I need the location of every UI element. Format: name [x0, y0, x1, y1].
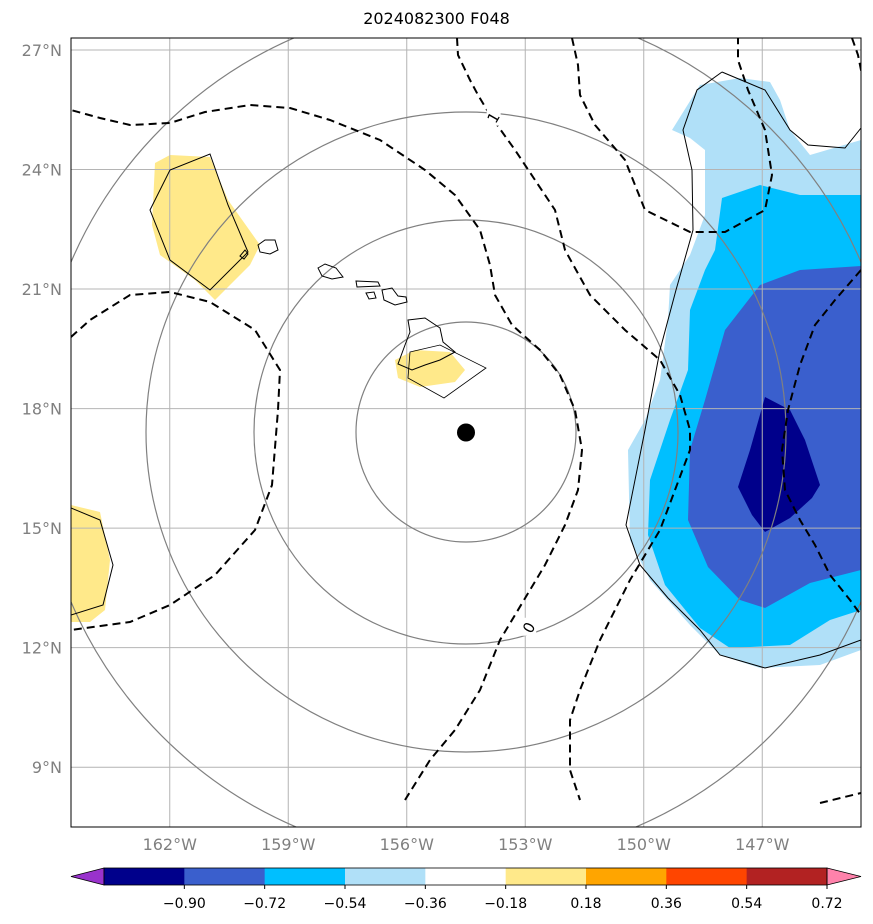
ring-3 — [145, 111, 787, 753]
gridlines — [71, 38, 861, 827]
colorbar-tick-label: 0.18 — [570, 896, 601, 912]
colorbar-tick-label: −0.36 — [404, 896, 447, 912]
contour-0-line — [71, 103, 584, 801]
ring-1 — [355, 321, 577, 543]
storm-center-marker — [457, 423, 475, 442]
fill-positive-kauai-region — [152, 155, 260, 300]
lon-tick-label: 150°W — [617, 835, 672, 854]
lat-tick-label: 21°N — [22, 280, 62, 299]
coastline-kauai — [257, 239, 279, 255]
chart-title: 2024082300 F048 — [363, 9, 510, 28]
colorbar-extend-high — [826, 867, 862, 886]
lat-tick-label: 15°N — [22, 519, 62, 538]
contour-southeast — [819, 792, 861, 804]
colorbar-swatch — [746, 868, 828, 885]
colorbar-tick-label: 0.36 — [651, 896, 682, 912]
lon-tick-label: 147°W — [735, 835, 790, 854]
colorbar-swatch — [666, 868, 748, 885]
fill-neg-072 — [738, 397, 820, 532]
lat-tick-label: 27°N — [22, 41, 62, 60]
lat-tick-label: 24°N — [22, 161, 62, 180]
colorbar-swatch — [505, 868, 587, 885]
lon-tick-label: 153°W — [498, 835, 553, 854]
colorbar-tick-label: 0.54 — [731, 896, 762, 912]
coastline-oahu — [317, 263, 344, 280]
distance-rings — [71, 38, 861, 827]
colorbar-tick-label: 0.72 — [811, 896, 842, 912]
fill-positive-bigisland — [395, 350, 465, 387]
colorbar-swatch — [586, 868, 667, 885]
contour-label-bg — [486, 107, 501, 126]
coastlines — [71, 71, 861, 669]
colorbar-outline — [103, 867, 828, 886]
map-frame — [70, 37, 862, 828]
colorbar-swatch — [345, 868, 426, 885]
contour-east — [780, 269, 861, 616]
coastline-west-box — [71, 507, 114, 616]
lon-tick-label: 156°W — [380, 835, 435, 854]
fill-positive-west-edge — [71, 505, 110, 622]
lon-tick-label: 162°W — [143, 835, 198, 854]
latitude-tick-labels: 27°N 24°N 21°N 18°N 15°N 12°N 9°N — [22, 41, 62, 777]
contour-label-bg — [522, 617, 537, 636]
ring-2 — [253, 219, 679, 645]
contour-labels: 10 — [483, 107, 539, 636]
coastline-bigisland — [397, 317, 456, 371]
colorbar-swatch — [104, 868, 185, 885]
colorbar-swatch — [425, 868, 507, 885]
coastline-lanai — [365, 291, 377, 300]
coastline-east-box — [625, 71, 861, 669]
coastline-bigisland-box — [407, 344, 487, 399]
lat-tick-label: 12°N — [22, 639, 62, 658]
colorbar: −0.90 −0.72 −0.54 −0.36 −0.18 0.18 0.36 0.54 0.7… — [70, 867, 862, 912]
colorbar-tick-label: −0.72 — [243, 896, 286, 912]
lon-tick-label: 159°W — [261, 835, 316, 854]
negative-anomaly-fills — [628, 78, 861, 668]
lat-tick-label: 18°N — [22, 400, 62, 419]
lat-tick-label: 9°N — [32, 758, 62, 777]
colorbar-tick-label: −0.90 — [163, 896, 206, 912]
coastline-molokai — [355, 280, 381, 288]
contour-west-loop — [71, 290, 282, 631]
colorbar-extend-low — [70, 867, 105, 886]
colorbar-swatch — [184, 868, 266, 885]
colorbar-tick-label: −0.54 — [324, 896, 367, 912]
colorbar-tick-label: −0.18 — [484, 896, 527, 912]
colorbar-swatch — [264, 868, 346, 885]
coastline-maui — [381, 287, 408, 306]
coastline-northwest-box — [149, 153, 249, 291]
positive-anomaly-fills — [71, 155, 465, 622]
longitude-tick-labels: 162°W 159°W 156°W 153°W 150°W 147°W — [143, 835, 790, 854]
